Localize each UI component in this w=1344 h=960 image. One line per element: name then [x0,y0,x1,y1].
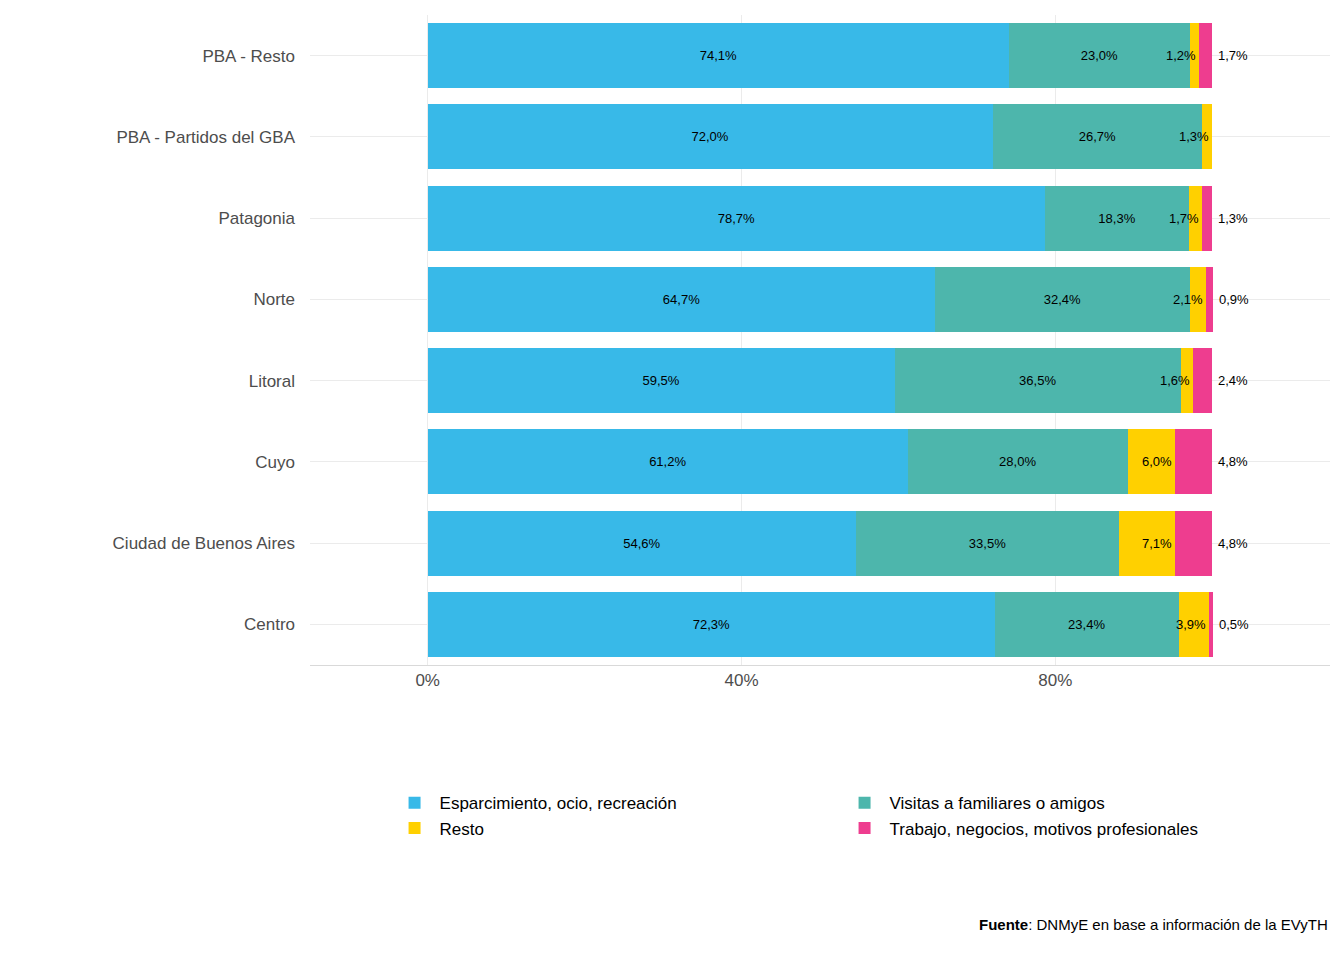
svg-text:2,4%: 2,4% [1218,373,1248,388]
svg-text:1,3%: 1,3% [1179,129,1209,144]
svg-text:Norte: Norte [253,290,295,309]
svg-text:26,7%: 26,7% [1079,129,1116,144]
svg-text:23,0%: 23,0% [1081,48,1118,63]
svg-text:59,5%: 59,5% [642,373,679,388]
svg-text:4,8%: 4,8% [1218,454,1248,469]
svg-text:36,5%: 36,5% [1019,373,1056,388]
svg-text:80%: 80% [1038,671,1072,690]
svg-text:Trabajo, negocios, motivos pro: Trabajo, negocios, motivos profesionales [890,820,1198,839]
svg-text:Centro: Centro [244,615,295,634]
svg-text:Esparcimiento, ocio, recreació: Esparcimiento, ocio, recreación [440,794,677,813]
svg-text:1,2%: 1,2% [1166,48,1196,63]
svg-text:33,5%: 33,5% [969,536,1006,551]
svg-text:4,8%: 4,8% [1218,536,1248,551]
svg-text:7,1%: 7,1% [1142,536,1172,551]
svg-text:PBA - Resto: PBA - Resto [202,47,295,66]
svg-text:1,6%: 1,6% [1160,373,1190,388]
svg-text:Patagonia: Patagonia [218,209,295,228]
svg-text:3,9%: 3,9% [1176,617,1206,632]
svg-text:72,0%: 72,0% [692,129,729,144]
svg-text:2,1%: 2,1% [1173,292,1203,307]
svg-text:18,3%: 18,3% [1098,211,1135,226]
svg-text:0%: 0% [415,671,440,690]
svg-text:6,0%: 6,0% [1142,454,1172,469]
svg-text:Resto: Resto [440,820,484,839]
svg-text:PBA - Partidos del GBA: PBA - Partidos del GBA [116,128,295,147]
svg-text:64,7%: 64,7% [663,292,700,307]
svg-text:54,6%: 54,6% [623,536,660,551]
svg-text:1,7%: 1,7% [1169,211,1199,226]
svg-text:1,3%: 1,3% [1218,211,1248,226]
svg-text:Visitas a familiares o amigos: Visitas a familiares o amigos [890,794,1105,813]
svg-text:32,4%: 32,4% [1044,292,1081,307]
svg-text:72,3%: 72,3% [693,617,730,632]
svg-text:1,7%: 1,7% [1218,48,1248,63]
svg-text:0,5%: 0,5% [1219,617,1249,632]
svg-text:61,2%: 61,2% [649,454,686,469]
svg-text:Litoral: Litoral [249,372,295,391]
svg-text:Cuyo: Cuyo [255,453,295,472]
svg-text:0,9%: 0,9% [1219,292,1249,307]
svg-text:28,0%: 28,0% [999,454,1036,469]
svg-text:23,4%: 23,4% [1068,617,1105,632]
svg-text:Fuente: DNMyE en base a inform: Fuente: DNMyE en base a información de l… [979,916,1328,933]
svg-text:74,1%: 74,1% [700,48,737,63]
svg-text:78,7%: 78,7% [718,211,755,226]
svg-text:Ciudad de Buenos Aires: Ciudad de Buenos Aires [113,534,295,553]
svg-text:40%: 40% [725,671,759,690]
